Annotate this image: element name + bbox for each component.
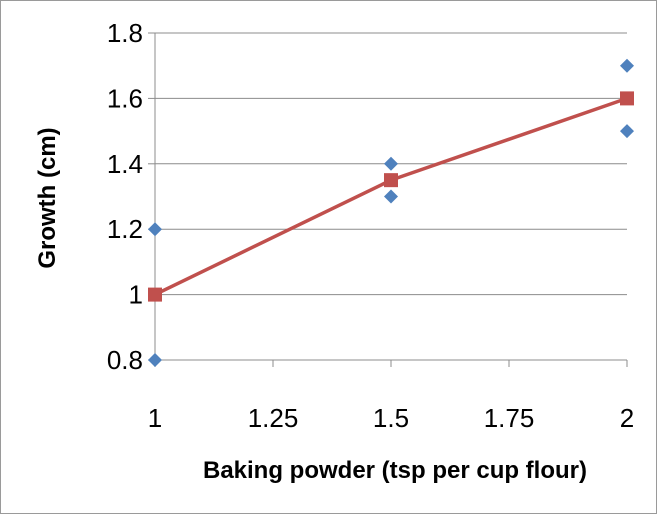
series-1-point <box>148 222 162 237</box>
x-tick-label: 1 <box>148 403 162 433</box>
series-1-point <box>620 58 634 73</box>
x-axis-title: Baking powder (tsp per cup flour) <box>203 457 587 484</box>
series-1-point <box>384 156 398 171</box>
series-markers <box>148 58 634 367</box>
y-tick-label: 1.2 <box>107 214 143 244</box>
series-1-point <box>148 353 162 367</box>
series-2-point <box>620 91 634 106</box>
y-axis-title: Growth (cm) <box>34 127 61 268</box>
y-tick-label: 1.6 <box>107 83 143 113</box>
y-tick-label: 1 <box>129 280 143 310</box>
x-tick-label: 2 <box>620 403 634 433</box>
x-tick-label: 1.25 <box>248 403 299 433</box>
series-1-point <box>384 189 398 204</box>
y-tick-label: 0.8 <box>107 345 143 375</box>
x-tick-labels: 1 1.25 1.5 1.75 2 <box>148 403 634 433</box>
x-tick-label: 1.75 <box>484 403 535 433</box>
x-tick-label: 1.5 <box>373 403 409 433</box>
y-tick-label: 1.8 <box>107 18 143 48</box>
series-2-point <box>148 287 162 302</box>
y-tick-labels: 0.8 1 1.2 1.4 1.6 1.8 <box>107 18 143 375</box>
series-1-point <box>620 124 634 139</box>
y-tick-label: 1.4 <box>107 149 143 179</box>
series-2-point <box>384 173 398 188</box>
